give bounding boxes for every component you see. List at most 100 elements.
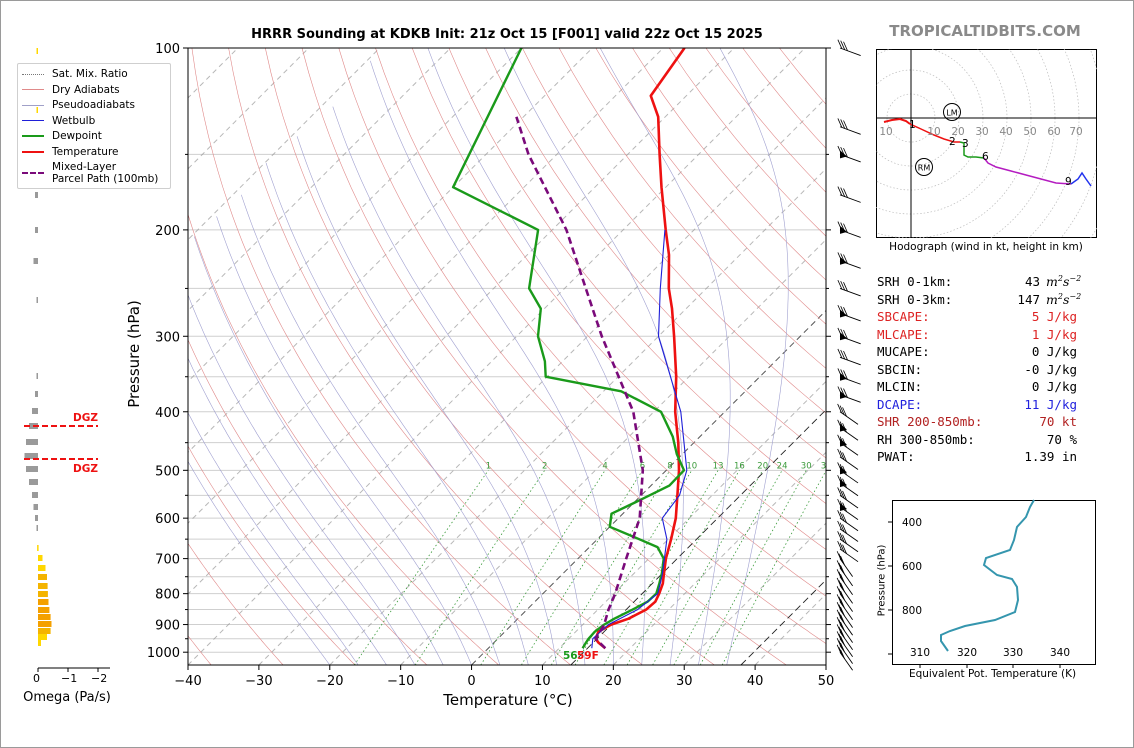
omega-bar (24, 453, 38, 459)
legend-item: Dewpoint (22, 130, 102, 142)
wind-barb (837, 510, 859, 532)
chart-title: HRRR Sounding at KDKB Init: 21z Oct 15 [… (251, 27, 763, 42)
omega-bar (38, 574, 47, 580)
stat-value: 1.39 in (1024, 449, 1077, 464)
stat-value: 147 m2s−2 (1017, 291, 1082, 307)
hodo-height-label: 3 (962, 138, 969, 150)
omega-bar (38, 599, 49, 605)
pressure-tick-label: 900 (155, 619, 180, 634)
hodo-marker-rm: RM (918, 164, 931, 173)
legend-swatch (22, 73, 44, 75)
wind-barb (836, 551, 853, 577)
site-brand[interactable]: TROPICALTIDBITS.COM (889, 22, 1081, 40)
legend-label: Dewpoint (52, 130, 102, 142)
omega-bar (38, 555, 43, 561)
temperature-tick-label: 0 (467, 674, 475, 689)
omega-bar (35, 391, 38, 397)
wind-barb (837, 39, 861, 56)
stat-value: 5 J/kg (1031, 309, 1077, 324)
theta-e-xtick: 330 (1003, 647, 1023, 659)
mixing-ratio-label: 30 (801, 461, 812, 471)
omega-bar (26, 439, 38, 445)
stat-label: MUCAPE: (877, 344, 930, 359)
legend-label: Sat. Mix. Ratio (52, 68, 128, 80)
omega-bar (35, 515, 38, 521)
omega-bar (36, 525, 38, 531)
theta-e-ytick: 800 (902, 605, 922, 617)
theta-e-ytick: 400 (902, 517, 922, 529)
wind-barb (837, 386, 861, 403)
mixing-ratio-label: 36 (821, 461, 832, 471)
wind-barb (837, 531, 859, 553)
stat-label: SHR 200-850mb: (877, 414, 983, 429)
temperature-tick-label: 20 (605, 674, 622, 689)
wind-barb (837, 252, 861, 269)
omega-bar (32, 492, 38, 498)
omega-bar (38, 634, 47, 640)
pressure-tick-label: 400 (155, 406, 180, 421)
legend-item: Dry Adiabats (22, 84, 120, 96)
mixing-ratio-label: 24 (777, 461, 788, 471)
theta-e-xtick: 310 (910, 647, 930, 659)
temperature-tick-label: 40 (747, 674, 764, 689)
stat-value: 43 m2s−2 (1024, 274, 1082, 290)
theta-e-caption: Equivalent Pot. Temperature (K) (908, 668, 1077, 680)
wind-barb (837, 462, 859, 484)
theta-e-xtick: 340 (1050, 647, 1070, 659)
mixing-ratio-label: 2 (542, 461, 547, 471)
hodo-ring-label: 60 (1047, 126, 1060, 138)
wind-barb (837, 145, 861, 163)
theta-e-ylabel: Pressure (hPa) (876, 544, 888, 617)
omega-tick-1: −1 (61, 672, 78, 685)
hodo-ring-label: 30 (975, 126, 988, 138)
omega-tick-2: −2 (91, 672, 108, 685)
series-wetbulb (591, 229, 688, 649)
temperature-tick-label: 10 (534, 674, 551, 689)
legend-swatch (22, 172, 44, 174)
legend-item: Sat. Mix. Ratio (22, 68, 128, 80)
surface-temp-label: 59F (577, 650, 599, 662)
temperature-tick-label: −40 (174, 674, 201, 689)
stat-label: PWAT: (877, 449, 915, 464)
wind-barb (836, 577, 853, 604)
pressure-tick-label: 200 (155, 224, 180, 239)
wind-barb (836, 644, 853, 671)
stat-label: DCAPE: (877, 396, 923, 412)
stat-value: -0 J/kg (1024, 361, 1077, 377)
wind-barb (837, 327, 861, 345)
omega-bar (38, 591, 48, 597)
series-temperature (594, 48, 686, 650)
hodo-ring-label: 40 (999, 126, 1012, 138)
series-dewpoint (451, 48, 686, 649)
wind-barb (836, 617, 853, 643)
omega-bar (38, 628, 51, 634)
temperature-tick-label: −20 (316, 674, 343, 689)
pressure-tick-label: 800 (155, 588, 180, 603)
hodograph-caption: Hodograph (wind in kt, height in km) (889, 241, 1083, 253)
pressure-tick-label: 700 (155, 553, 180, 568)
wind-barb (837, 186, 861, 203)
pressure-tick-label: 100 (155, 42, 180, 57)
theta-e-ytick: 600 (902, 561, 922, 573)
omega-bar (36, 373, 38, 379)
hodo-height-label: 6 (982, 151, 989, 163)
omega-bar (38, 607, 50, 613)
mixing-ratio-label: 4 (602, 461, 607, 471)
legend-item: Mixed-Layer Parcel Path (100mb) (22, 161, 158, 185)
wind-barb (837, 475, 859, 497)
dgz-label-bottom: DGZ (73, 463, 98, 475)
omega-bar (36, 297, 38, 303)
dgz-label-top: DGZ (73, 412, 98, 424)
omega-caption: Omega (Pa/s) (23, 690, 111, 705)
stat-label: SRH 0-3km: (877, 291, 953, 307)
legend-label: Pseudoadiabats (52, 99, 135, 111)
mixing-ratio-label: 20 (757, 461, 768, 471)
wind-barb (836, 602, 853, 628)
wind-barb (836, 609, 853, 636)
omega-bar (33, 504, 38, 510)
pressure-tick-label: 300 (155, 330, 180, 345)
legend: Sat. Mix. Ratio Dry Adiabats Pseudoadiabat… (17, 63, 171, 189)
omega-tick-0: 0 (33, 672, 40, 685)
hodo-height-label: 9 (1065, 176, 1072, 188)
legend-item: Temperature (22, 146, 119, 158)
